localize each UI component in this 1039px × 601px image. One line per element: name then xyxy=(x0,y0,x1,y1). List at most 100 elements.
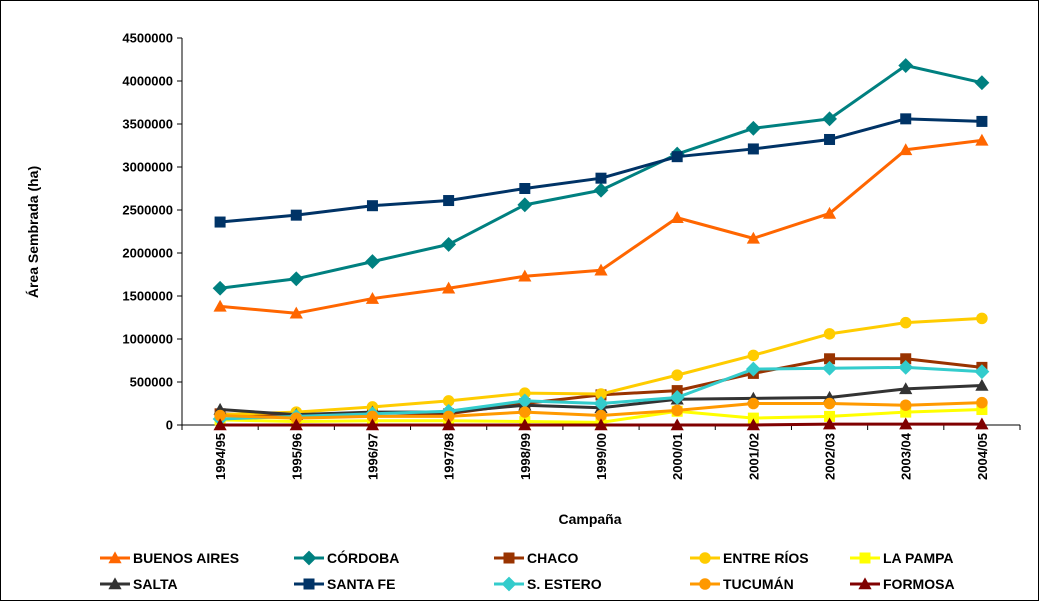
data-point xyxy=(747,397,760,410)
data-point xyxy=(442,410,455,423)
data-point xyxy=(519,387,531,399)
data-point xyxy=(671,151,683,163)
data-point xyxy=(517,197,533,213)
data-point xyxy=(745,120,761,136)
data-point xyxy=(823,328,836,340)
y-tick-label: 500000 xyxy=(130,375,173,390)
data-point xyxy=(976,115,988,127)
data-point xyxy=(899,382,913,395)
legend-marker xyxy=(301,550,317,566)
data-point xyxy=(441,236,457,252)
data-point xyxy=(595,172,607,184)
x-tick-label: 1994/95 xyxy=(213,433,228,480)
data-point xyxy=(898,58,914,73)
legend-item: CHACO xyxy=(494,550,578,566)
data-point xyxy=(518,269,532,282)
data-point xyxy=(899,417,913,430)
x-tick-label: 2002/03 xyxy=(823,433,838,480)
legend-label: CHACO xyxy=(527,550,578,566)
data-point xyxy=(442,418,456,431)
y-tick-label: 3500000 xyxy=(122,117,173,132)
data-point xyxy=(214,409,226,422)
data-point xyxy=(747,412,759,424)
data-point xyxy=(519,406,531,418)
data-point xyxy=(365,418,380,431)
data-point xyxy=(518,418,532,431)
data-point xyxy=(976,396,988,409)
x-tick-label: 2001/02 xyxy=(746,433,761,480)
legend-label: TUCUMÁN xyxy=(723,576,794,592)
x-axis-title: Campaña xyxy=(558,511,621,527)
x-tick-label: 2003/04 xyxy=(899,432,914,480)
data-point xyxy=(975,378,989,391)
data-point xyxy=(442,281,456,294)
y-tick-label: 3000000 xyxy=(122,160,173,175)
legend-item: LA PAMPA xyxy=(850,550,954,566)
series-0 xyxy=(213,133,989,319)
legend-item: SALTA xyxy=(100,576,178,592)
data-point xyxy=(595,409,607,422)
series-9 xyxy=(213,417,989,431)
data-point xyxy=(824,410,836,422)
data-point xyxy=(669,390,685,405)
legend-item: ENTRE RÍOS xyxy=(690,550,809,566)
legend-label: S. ESTERO xyxy=(527,576,602,592)
series-line xyxy=(219,138,983,315)
data-point xyxy=(745,361,761,377)
legend-label: LA PAMPA xyxy=(883,550,954,566)
data-point xyxy=(289,418,303,431)
data-point xyxy=(366,410,379,423)
legend-label: FORMOSA xyxy=(883,576,955,592)
data-point xyxy=(824,133,836,145)
x-tick-label: 1998/99 xyxy=(518,433,533,480)
y-tick-label: 4000000 xyxy=(122,74,173,89)
legend-marker xyxy=(503,552,515,564)
y-tick-label: 2000000 xyxy=(122,246,173,261)
legend-label: CÓRDOBA xyxy=(327,549,399,566)
data-point xyxy=(899,143,913,156)
data-point xyxy=(671,369,683,381)
data-point xyxy=(670,418,684,431)
data-point xyxy=(442,395,455,407)
data-point xyxy=(747,143,759,155)
legend-item: TUCUMÁN xyxy=(690,576,794,592)
data-point xyxy=(823,397,836,410)
data-point xyxy=(822,111,837,127)
data-point xyxy=(747,349,760,362)
legend-label: BUENOS AIRES xyxy=(133,550,239,566)
data-point xyxy=(365,291,380,304)
data-point xyxy=(595,388,607,400)
data-point xyxy=(975,133,989,146)
x-tick-label: 2004/05 xyxy=(975,433,990,480)
legend-item: FORMOSA xyxy=(850,576,955,592)
x-tick-label: 1999/00 xyxy=(594,433,609,480)
legend-marker xyxy=(858,577,872,590)
x-axis-ticks: 1994/95 1995/96 1996/97 1997/98 1998/99 1999/… xyxy=(181,425,1021,480)
data-point xyxy=(290,412,303,424)
legend-item: S. ESTERO xyxy=(494,576,602,592)
legend-marker xyxy=(501,576,517,592)
data-point xyxy=(898,359,914,375)
data-point xyxy=(822,206,837,219)
data-point xyxy=(746,418,760,431)
y-tick-label: 0 xyxy=(166,418,173,433)
legend-marker xyxy=(108,551,122,564)
legend-item: BUENOS AIRES xyxy=(100,550,239,566)
data-point xyxy=(670,211,684,224)
legend-label: SALTA xyxy=(133,576,178,592)
data-point xyxy=(976,312,988,325)
series-8 xyxy=(214,396,988,424)
data-point xyxy=(974,364,990,380)
data-point xyxy=(746,231,760,244)
x-tick-label: 2000/01 xyxy=(670,433,685,480)
legend-marker xyxy=(303,578,315,590)
x-tick-label: 1997/98 xyxy=(442,433,457,480)
series-6 xyxy=(214,113,988,228)
data-point xyxy=(824,353,836,365)
legend-marker xyxy=(108,577,122,590)
data-point xyxy=(288,271,304,287)
data-point xyxy=(593,396,609,411)
legend-item: CÓRDOBA xyxy=(294,549,399,566)
